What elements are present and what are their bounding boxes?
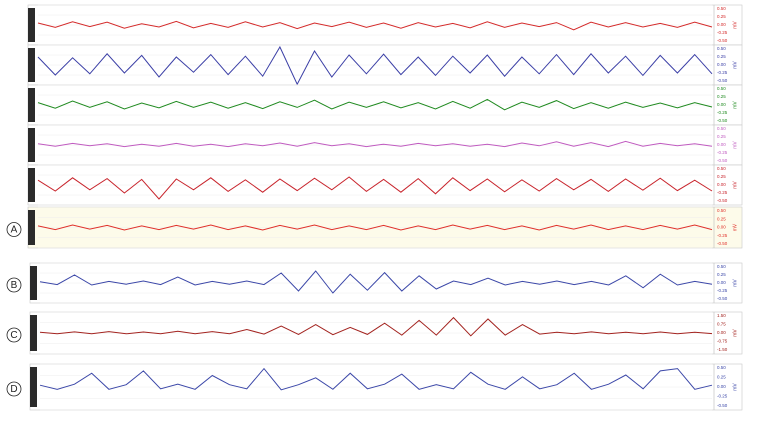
channel-tab (28, 48, 35, 82)
y-tick-label: 0.00 (717, 280, 726, 285)
y-tick-label: 0.00 (717, 225, 726, 230)
y-tick-label: 0.50 (717, 6, 726, 11)
panel-letter: A (11, 225, 18, 236)
y-tick-label: -0.25 (717, 394, 728, 399)
y-tick-label: -1.50 (717, 347, 728, 352)
y-tick-label: -0.25 (717, 30, 728, 35)
y-axis-label: mV (732, 181, 738, 189)
y-tick-label: -0.50 (717, 241, 728, 246)
y-tick-label: 0.25 (717, 14, 726, 19)
panel-badge (6, 222, 22, 237)
y-tick-label: 0.00 (717, 102, 726, 107)
y-tick-label: -0.50 (717, 198, 728, 203)
y-tick-label: -0.50 (717, 158, 728, 163)
trace (37, 20, 713, 31)
trace (39, 270, 713, 294)
y-tick-label: 0.25 (717, 375, 726, 380)
y-tick-label: 0.50 (717, 208, 726, 213)
y-axis-label: mV (732, 223, 738, 231)
y-tick-label: 0.50 (717, 166, 726, 171)
y-axis-label: mV (732, 383, 738, 391)
channel-tab (30, 266, 37, 300)
trace (37, 176, 713, 200)
channel-tab (28, 210, 35, 245)
panel-letter: C (10, 330, 17, 341)
y-tick-label: 0.50 (717, 264, 726, 269)
y-tick-label: -0.25 (717, 110, 728, 115)
trace (37, 98, 713, 111)
panel-letter: B (11, 280, 18, 291)
y-tick-label: 0.25 (717, 94, 726, 99)
channel-tab (30, 367, 37, 407)
y-tick-label: -0.50 (717, 403, 728, 408)
channel-tab (28, 88, 35, 122)
y-tick-label: 0.50 (717, 365, 726, 370)
y-tick-label: 0.50 (717, 46, 726, 51)
y-axis-label: mV (732, 279, 738, 287)
y-axis-label: mV (732, 61, 738, 69)
y-tick-label: 0.75 (717, 322, 726, 327)
channel-tab (28, 128, 35, 162)
y-tick-label: -0.25 (717, 190, 728, 195)
y-tick-label: -0.75 (717, 339, 728, 344)
y-tick-label: 0.25 (717, 216, 726, 221)
trace (37, 45, 713, 86)
channel-tab (28, 168, 35, 202)
trace (39, 367, 713, 391)
trace (37, 140, 713, 148)
y-tick-label: 0.00 (717, 330, 726, 335)
y-tick-label: 0.50 (717, 86, 726, 91)
y-tick-label: -0.50 (717, 38, 728, 43)
y-tick-label: -0.25 (717, 233, 728, 238)
y-tick-label: 0.00 (717, 142, 726, 147)
y-tick-label: 0.25 (717, 134, 726, 139)
y-axis-label: mV (732, 329, 738, 337)
y-tick-label: 0.00 (717, 384, 726, 389)
channel-tab (30, 315, 37, 351)
y-tick-label: 0.25 (717, 54, 726, 59)
panel-badge (6, 381, 22, 397)
trace (39, 316, 713, 337)
y-tick-label: 0.00 (717, 182, 726, 187)
channel-tab (28, 8, 35, 42)
y-tick-label: 0.50 (717, 126, 726, 131)
y-tick-label: 0.00 (717, 62, 726, 67)
panel-badge (6, 327, 22, 343)
y-tick-label: -0.50 (717, 118, 728, 123)
y-tick-label: -0.25 (717, 150, 728, 155)
y-tick-label: -0.50 (717, 296, 728, 301)
y-tick-label: -0.25 (717, 70, 728, 75)
y-axis-label: mV (732, 141, 738, 149)
y-tick-label: 0.25 (717, 174, 726, 179)
y-tick-label: 0.25 (717, 272, 726, 277)
panel-badge (6, 277, 22, 293)
panel-letter: D (10, 384, 17, 395)
y-tick-label: 0.00 (717, 22, 726, 27)
y-tick-label: -0.25 (717, 288, 728, 293)
y-axis-label: mV (732, 21, 738, 29)
y-tick-label: 1.50 (717, 313, 726, 318)
y-tick-label: -0.50 (717, 78, 728, 83)
y-axis-label: mV (732, 101, 738, 109)
trace (37, 224, 713, 231)
